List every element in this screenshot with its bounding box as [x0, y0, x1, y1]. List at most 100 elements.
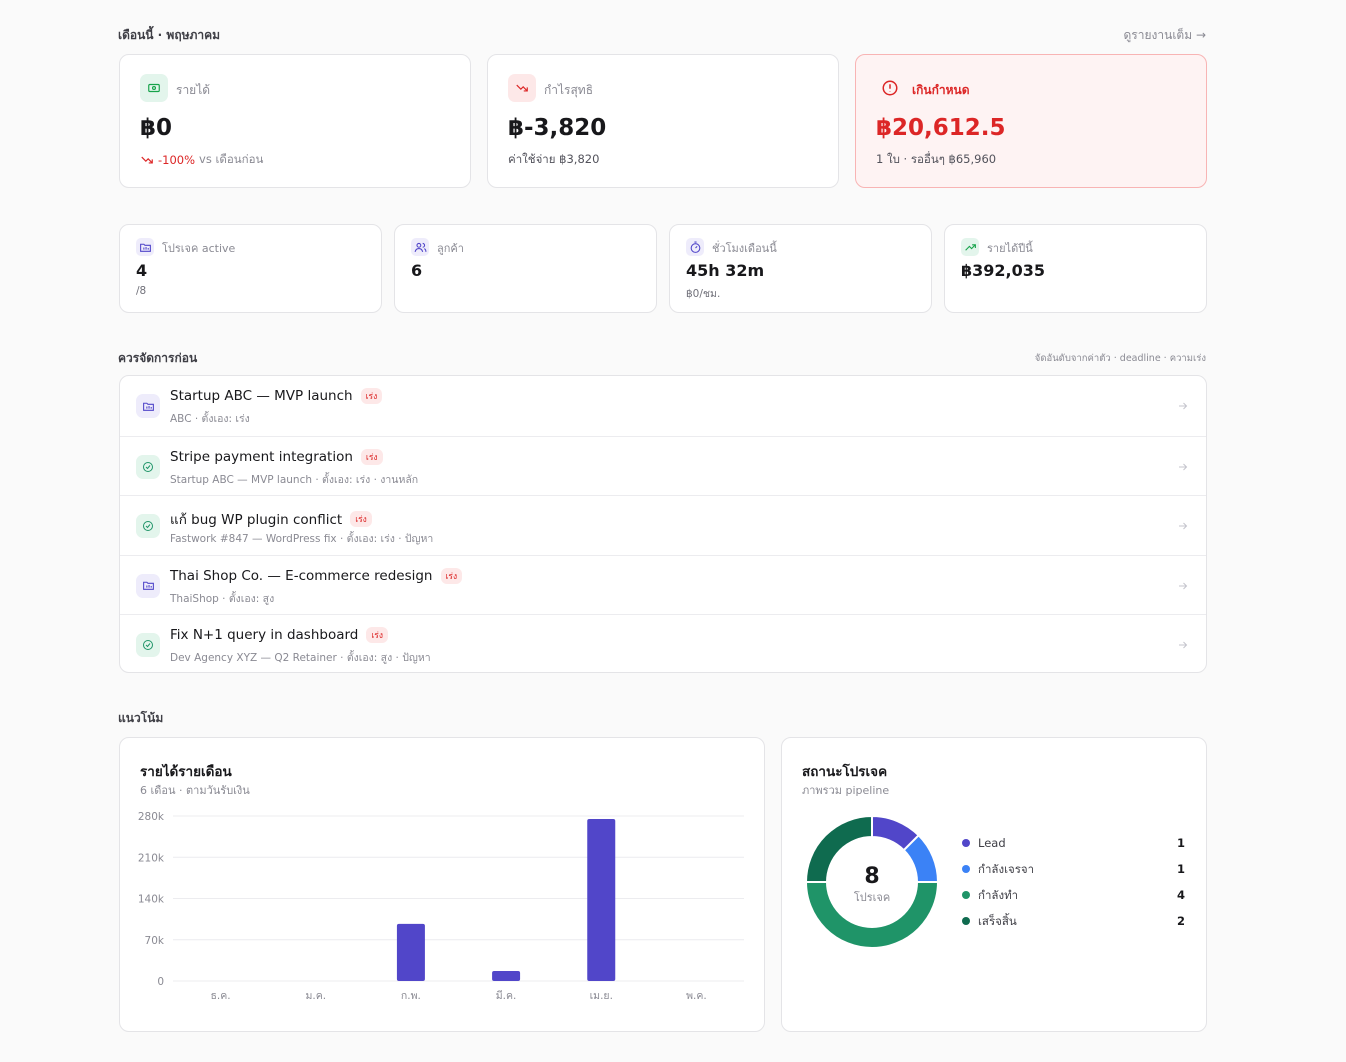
icon — [411, 238, 429, 256]
stat-value: 6 — [411, 261, 423, 280]
priority-row[interactable]: Startup ABC — MVP launch เร่ง ABC · ตั้งเอ… — [120, 376, 1206, 436]
kpi-label: กำไรสุทธิ — [544, 83, 594, 97]
stat-label: โปรเจค active — [162, 242, 236, 255]
icon — [140, 153, 154, 167]
kpi-value: ฿-3,820 — [508, 115, 607, 141]
y-tick-label: 0 — [157, 976, 164, 988]
kpi-card: รายได้฿0 -100% vs เดือนก่อน — [119, 54, 471, 188]
row-title: Startup ABC — MVP launch เร่ง — [170, 388, 383, 404]
donut-segment — [804, 881, 940, 949]
kpi-change: -100% vs เดือนก่อน — [140, 151, 263, 169]
icon — [136, 573, 160, 598]
full-report-link[interactable]: ดูรายงานเต็ม → — [1123, 28, 1206, 42]
stat-value: 45h 32m — [686, 261, 765, 280]
legend-label: เสร็จสิ้น — [978, 913, 1017, 928]
kpi-note: 1 ใบ · รออื่นๆ ฿65,960 — [876, 152, 997, 166]
row-title: Fix N+1 query in dashboard เร่ง — [170, 627, 389, 643]
bar — [492, 970, 521, 981]
x-tick-label: ธ.ค. — [211, 990, 231, 1002]
stat-value: ฿392,035 — [961, 261, 1046, 280]
stat-card: ชั่วโมงเดือนนี้ 45h 32m ฿0/ชม. — [669, 224, 932, 313]
legend-dot — [962, 917, 970, 925]
stat-value: 4 — [136, 261, 148, 280]
stat-card: รายได้ปีนี้฿392,035 — [944, 224, 1207, 313]
priority-list: Startup ABC — MVP launch เร่ง ABC · ตั้งเอ… — [119, 375, 1207, 673]
priority-row[interactable]: Thai Shop Co. — E-commerce redesign เร่ง T… — [120, 554, 1206, 615]
icon — [136, 394, 160, 418]
item-subtitle: Dev Agency XYZ — Q2 Retainer · ตั้งเอง: … — [170, 652, 431, 664]
kpi-value: ฿0 — [140, 115, 173, 141]
priority-badge: เร่ง — [360, 388, 383, 404]
item-title: Fix N+1 query in dashboard — [170, 627, 359, 643]
icon — [508, 74, 536, 102]
y-tick-label: 70k — [145, 935, 165, 947]
chart-subtitle: 6 เดือน · ตามวันรับเงิน — [140, 784, 250, 797]
icon — [876, 74, 904, 102]
priority-badge: เร่ง — [360, 448, 383, 465]
revenue-card: รายได้รายเดือน 6 เดือน · ตามวันรับเงิน 0… — [119, 737, 765, 1032]
section-title: ควรจัดการก่อน — [118, 351, 198, 365]
change-value: -100% — [158, 153, 196, 167]
icon — [1176, 579, 1190, 593]
y-tick-label: 280k — [138, 811, 165, 823]
icon — [140, 74, 168, 102]
icon — [1176, 460, 1190, 474]
row-title: Thai Shop Co. — E-commerce redesign เร่ง — [170, 567, 463, 584]
row-title: Stripe payment integration เร่ง — [170, 448, 383, 465]
bar — [587, 818, 616, 981]
legend-value: 1 — [1177, 836, 1185, 850]
kpi-card: กำไรสุทธิ฿-3,820 ค่าใช้จ่าย ฿3,820 — [487, 54, 839, 188]
x-tick-label: พ.ค. — [686, 990, 707, 1002]
icon — [686, 238, 704, 256]
stat-card: โปรเจค active 4/8 — [119, 224, 382, 313]
donut-total-label: โปรเจค — [854, 890, 890, 904]
section-title: แนวโน้ม — [118, 711, 164, 725]
sort-note: จัดอันดับจากค่าตัว · deadline · ความเร่ง — [1034, 353, 1206, 364]
item-title: Stripe payment integration — [170, 448, 353, 465]
x-tick-label: เม.ย. — [590, 990, 613, 1002]
y-tick-label: 210k — [138, 852, 165, 864]
icon — [1176, 399, 1190, 413]
section-title: เดือนนี้ · พฤษภาคม — [118, 28, 221, 42]
priority-row[interactable]: แก้ bug WP plugin conflict เร่ง Fastwork #… — [120, 495, 1206, 555]
legend-value: 1 — [1177, 862, 1185, 876]
legend-label: กำลังทำ — [978, 888, 1018, 902]
bar-chart: 0 70k 140k 210k 280k ธ.ค. ม.ค. ก.พ. มี.ค. เม.ย. พ.… — [138, 811, 744, 1002]
icon — [136, 238, 154, 256]
stat-label: ชั่วโมงเดือนนี้ — [712, 242, 777, 255]
icon — [1176, 519, 1190, 533]
kpi-label: เกินกำหนด — [912, 83, 970, 97]
stat-label: รายได้ปีนี้ — [987, 242, 1033, 255]
item-title: Startup ABC — MVP launch — [170, 388, 353, 404]
item-subtitle: Fastwork #847 — WordPress fix · ตั้งเอง:… — [170, 533, 434, 545]
priority-row[interactable]: Fix N+1 query in dashboard เร่ง Dev Agency… — [120, 614, 1206, 674]
stat-label: ลูกค้า — [437, 242, 464, 255]
icon — [1176, 638, 1190, 652]
icon — [136, 514, 160, 538]
legend-value: 4 — [1177, 888, 1185, 902]
priority-row[interactable]: Stripe payment integration เร่ง Startup AB… — [120, 435, 1206, 496]
item-subtitle: ThaiShop · ตั้งเอง: สูง — [170, 592, 275, 605]
legend-label: กำลังเจรจา — [978, 862, 1034, 876]
icon — [961, 238, 979, 256]
chart-title: รายได้รายเดือน — [140, 764, 232, 780]
chart-title: สถานะโปรเจค — [802, 764, 888, 780]
legend-dot — [962, 865, 970, 873]
item-title: แก้ bug WP plugin conflict — [170, 512, 343, 528]
donut-segment — [804, 814, 873, 883]
kpi-label: รายได้ — [176, 83, 211, 97]
item-subtitle: Startup ABC — MVP launch · ตั้งเอง: เร่ง… — [170, 473, 419, 486]
kpi-note: ค่าใช้จ่าย ฿3,820 — [508, 152, 600, 166]
stat-note: ฿0/ชม. — [686, 288, 721, 300]
bar — [396, 923, 425, 981]
y-tick-label: 140k — [138, 894, 165, 906]
priority-badge: เร่ง — [440, 567, 463, 584]
chart-subtitle: ภาพรวม pipeline — [802, 784, 890, 797]
priority-badge: เร่ง — [350, 511, 372, 527]
change-note: vs เดือนก่อน — [199, 152, 264, 166]
x-tick-label: มี.ค. — [496, 989, 517, 1002]
kpi-value: ฿20,612.5 — [876, 115, 1006, 141]
status-card: สถานะโปรเจค ภาพรวม pipeline 8 โปรเจค Lead 1… — [781, 737, 1207, 1032]
